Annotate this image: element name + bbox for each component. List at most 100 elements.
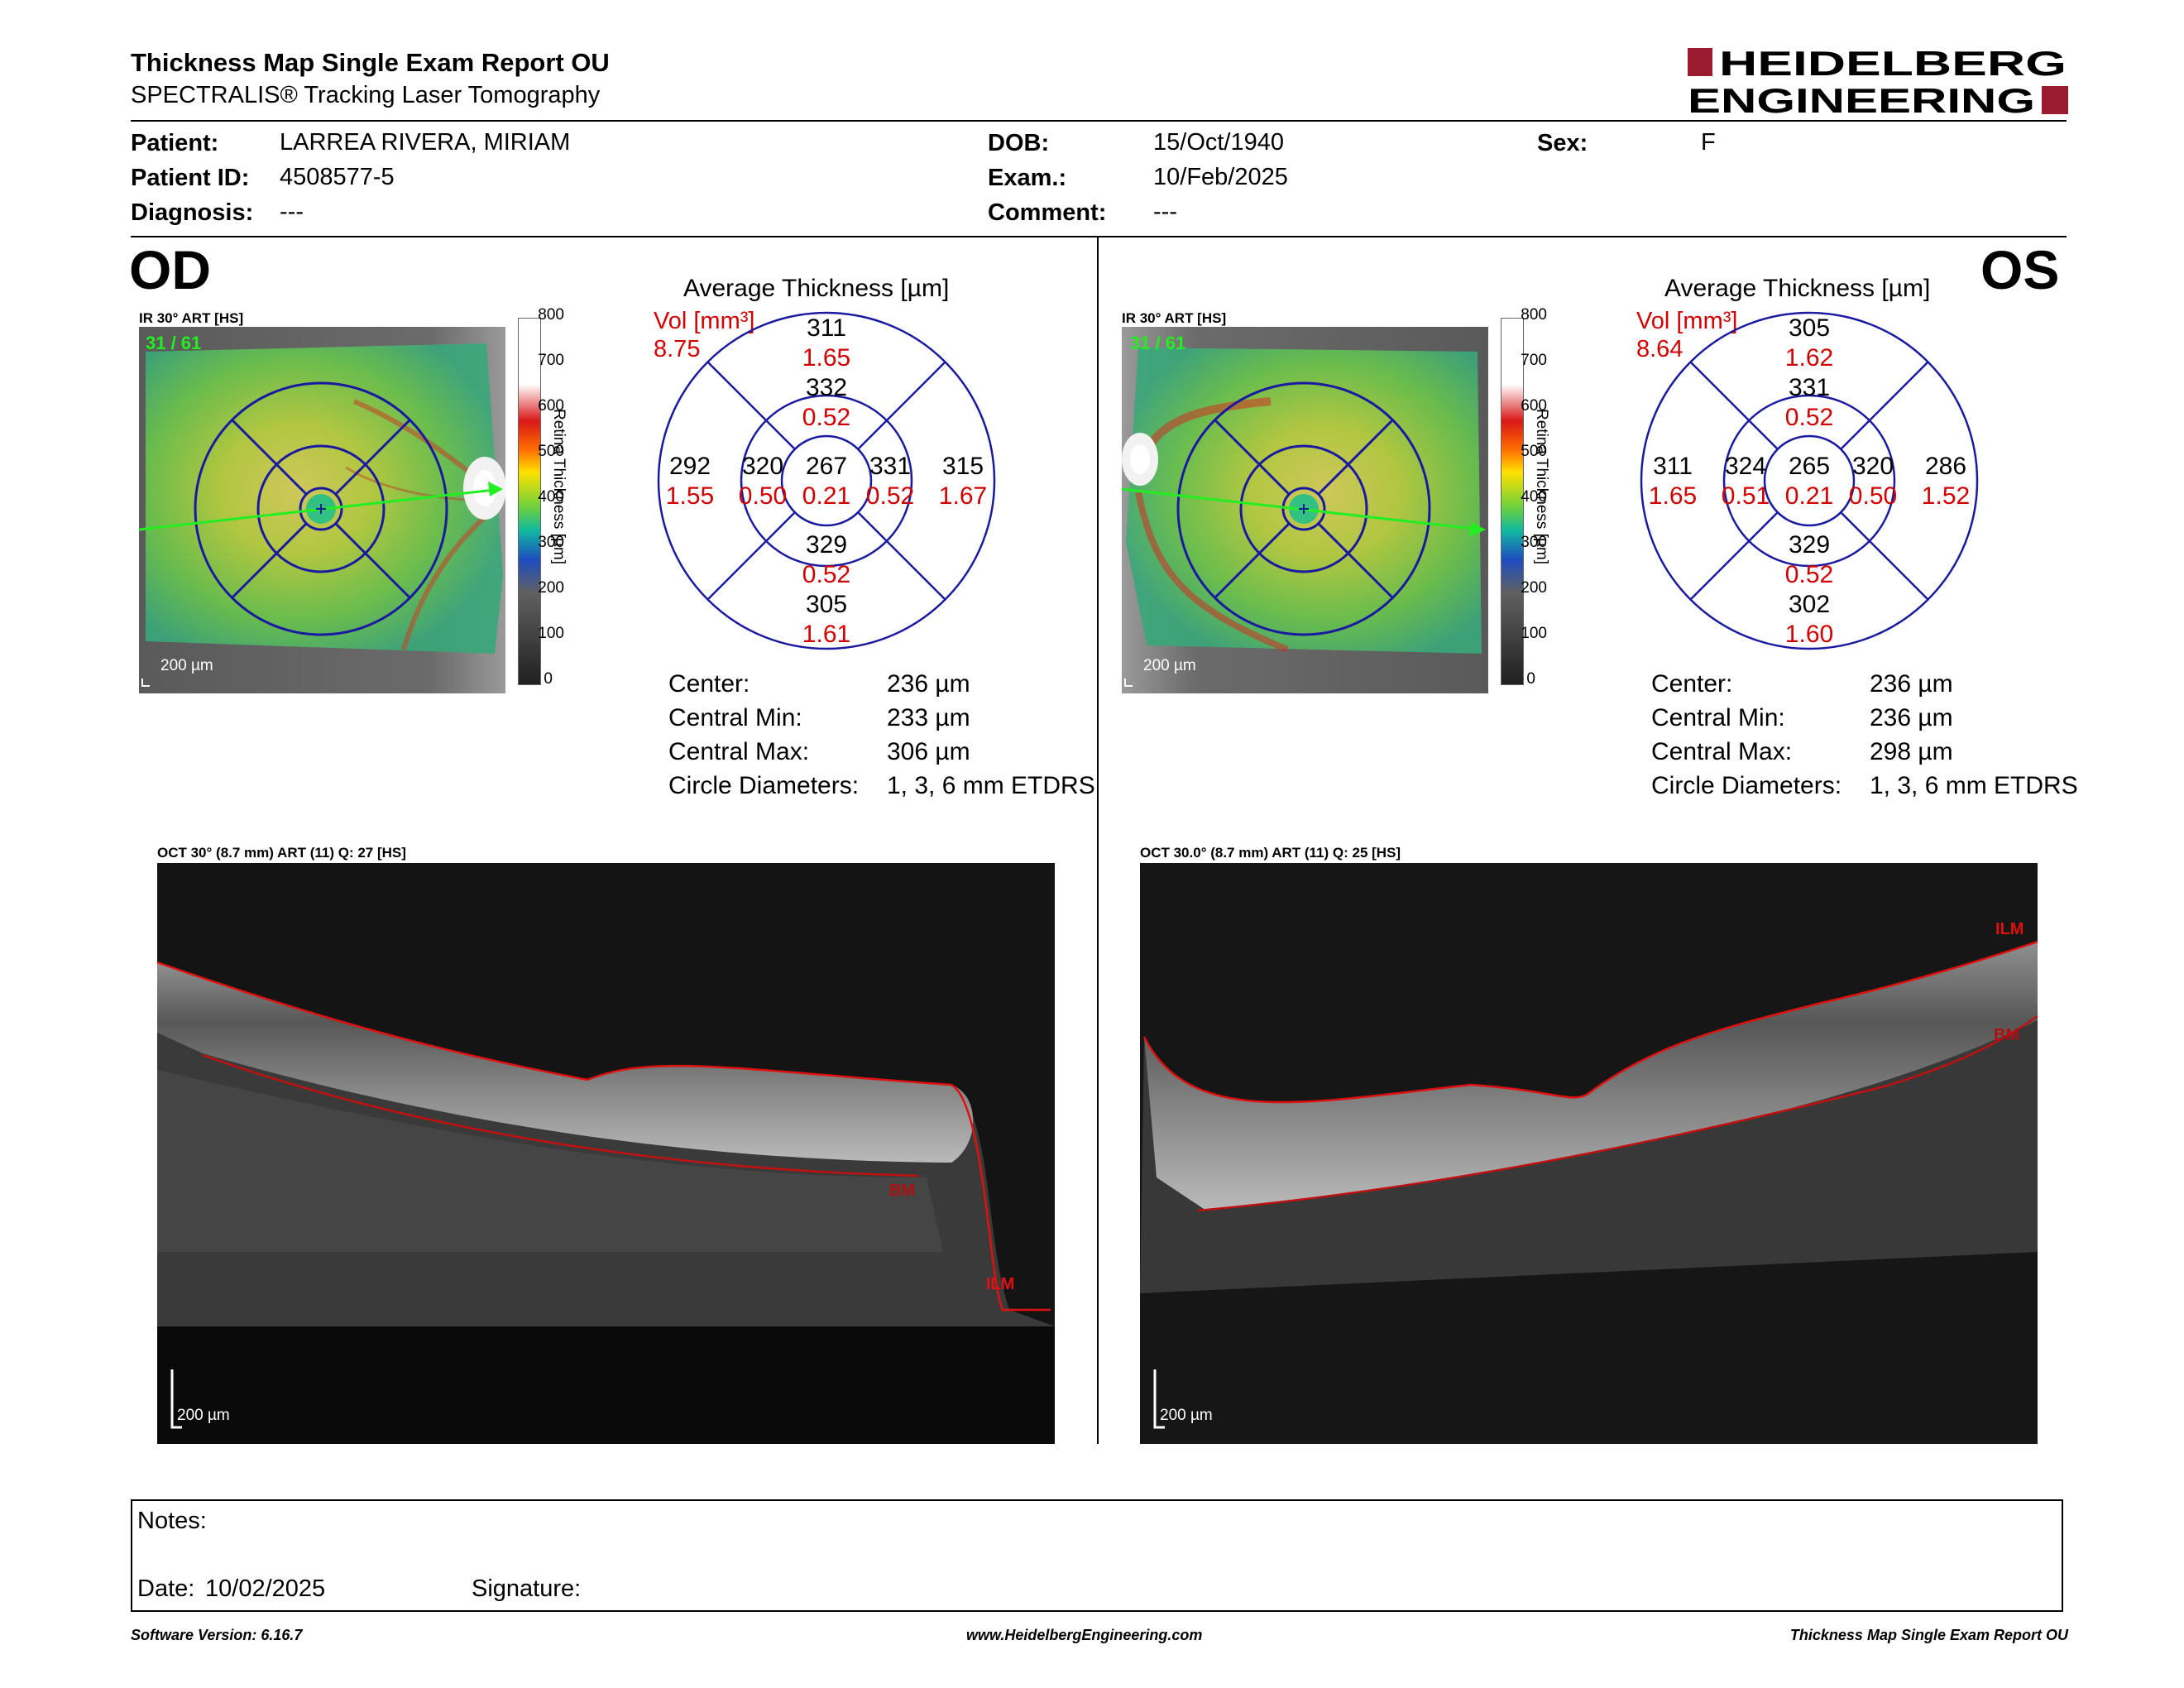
od-center-volume: 0.21: [802, 482, 850, 510]
notes-box[interactable]: Notes: Date: 10/02/2025 Signature:: [131, 1499, 2063, 1612]
od-inner-sup-volume: 0.52: [802, 404, 850, 431]
od-max-label: Central Max:: [668, 738, 810, 765]
od-vol-label: Vol [mm³]: [654, 308, 755, 334]
os-etdrs-grid: 305 1.62 331 0.52 265 0.21 324 0.51 320 …: [1640, 311, 1979, 650]
os-vol-total: 8.64: [1636, 336, 1684, 362]
od-outer-sup-thickness: 311: [807, 314, 846, 342]
os-frame-counter: 31 / 61: [1130, 333, 1186, 353]
od-oct-label: OCT 30° (8.7 mm) ART (11) Q: 27 [HS]: [157, 845, 406, 861]
od-vol-total: 8.75: [654, 336, 701, 362]
od-oct-bscan: [156, 863, 1055, 1444]
os-tick-100: 100: [1521, 625, 1547, 642]
os-tick-700: 700: [1521, 352, 1547, 369]
patient-id-label: Patient ID:: [131, 165, 250, 191]
os-tick-600: 600: [1521, 397, 1547, 415]
os-bm-label: BM: [1994, 1026, 2020, 1044]
os-tick-400: 400: [1521, 488, 1547, 506]
os-center-label: Center:: [1651, 670, 1733, 698]
od-center-value: 236 µm: [887, 670, 970, 698]
dob-value: 15/Oct/1940: [1153, 129, 1284, 156]
os-tick-500: 500: [1521, 443, 1547, 460]
comment-value: ---: [1153, 199, 1177, 225]
os-color-bar-ticks: 800 700 600 500 400 300 200 100 0: [1514, 306, 1547, 695]
os-oct-label: OCT 30.0° (8.7 mm) ART (11) Q: 25 [HS]: [1140, 845, 1401, 861]
os-inner-temp-volume: 0.50: [1849, 482, 1897, 510]
od-tick-400: 400: [538, 488, 564, 506]
od-outer-nasal-volume: 1.67: [939, 482, 987, 510]
os-eye-label: OS: [1980, 239, 2060, 300]
od-max-value: 306 µm: [887, 738, 970, 765]
svg-text:ENGINEERING: ENGINEERING: [1688, 81, 2035, 116]
report-subtitle: SPECTRALIS® Tracking Laser Tomography: [131, 82, 601, 108]
diagnosis-label: Diagnosis:: [131, 199, 254, 226]
od-fundus-image: [138, 327, 506, 693]
os-center-value: 236 µm: [1870, 670, 1953, 698]
os-tick-300: 300: [1521, 534, 1547, 551]
os-min-value: 236 µm: [1870, 704, 1953, 731]
od-ir-label: IR 30° ART [HS]: [139, 310, 244, 326]
od-inner-inf-thickness: 329: [806, 531, 847, 559]
exam-value: 10/Feb/2025: [1153, 164, 1288, 190]
heidelberg-logo: HEIDELBERG ENGINEERING: [1688, 46, 2068, 116]
eye-divider: [1097, 237, 1099, 1444]
od-outer-nasal-thickness: 315: [942, 453, 984, 480]
patient-name: LARREA RIVERA, MIRIAM: [280, 129, 571, 156]
od-avg-title: Average Thickness [µm]: [683, 275, 950, 302]
os-inner-inf-thickness: 329: [1789, 531, 1830, 559]
od-tick-800: 800: [538, 306, 564, 324]
os-center-volume: 0.21: [1785, 482, 1833, 510]
od-tick-100: 100: [538, 625, 564, 642]
od-inner-sup-thickness: 332: [806, 374, 847, 401]
os-vol-label: Vol [mm³]: [1636, 308, 1738, 334]
od-tick-600: 600: [538, 397, 564, 415]
os-outer-sup-thickness: 305: [1789, 314, 1830, 342]
os-min-label: Central Min:: [1651, 704, 1785, 731]
od-outer-inf-thickness: 305: [806, 591, 847, 618]
os-outer-inf-thickness: 302: [1789, 591, 1830, 618]
exam-label: Exam.:: [988, 165, 1067, 191]
os-inner-nasal-volume: 0.51: [1722, 482, 1770, 510]
os-avg-title: Average Thickness [µm]: [1664, 275, 1931, 302]
os-max-value: 298 µm: [1870, 738, 1953, 765]
os-outer-nasal-thickness: 311: [1653, 453, 1693, 480]
od-diam-value: 1, 3, 6 mm ETDRS: [887, 772, 1095, 799]
od-outer-sup-volume: 1.65: [802, 344, 850, 372]
os-tick-0: 0: [1526, 670, 1535, 688]
os-inner-temp-thickness: 320: [1852, 453, 1894, 480]
os-oct-bscan: [1140, 863, 2038, 1444]
date-label: Date:: [137, 1575, 195, 1602]
od-inner-temp-volume: 0.50: [739, 482, 787, 510]
os-diam-label: Circle Diameters:: [1651, 772, 1842, 799]
os-outer-temp-volume: 1.52: [1922, 482, 1970, 510]
od-tick-200: 200: [538, 579, 564, 597]
od-outer-temp-volume: 1.55: [666, 482, 714, 510]
patient-rule: [131, 236, 2067, 237]
os-outer-sup-volume: 1.62: [1785, 344, 1833, 372]
od-etdrs-grid: 311 1.65 332 0.52 267 0.21 320 0.50 331 …: [657, 311, 996, 650]
notes-label: Notes:: [137, 1508, 207, 1534]
os-outer-temp-thickness: 286: [1925, 453, 1966, 480]
diagnosis-value: ---: [280, 199, 304, 225]
website-link[interactable]: www.HeidelbergEngineering.com: [966, 1627, 1203, 1643]
od-eye-label: OD: [129, 239, 211, 300]
od-min-label: Central Min:: [668, 704, 802, 731]
os-tick-800: 800: [1521, 306, 1547, 324]
od-bm-label: BM: [889, 1182, 916, 1200]
os-inner-nasal-thickness: 324: [1725, 453, 1766, 480]
os-ir-label: IR 30° ART [HS]: [1122, 310, 1227, 326]
os-color-bar-title: Retina Thickness [µm]: [1533, 409, 1550, 564]
header-rule: [131, 120, 2067, 122]
od-tick-300: 300: [538, 534, 564, 551]
sex-label: Sex:: [1537, 130, 1588, 156]
od-outer-temp-thickness: 292: [669, 453, 711, 480]
od-tick-700: 700: [538, 352, 564, 369]
svg-text:HEIDELBERG: HEIDELBERG: [1719, 46, 2067, 83]
report-title: Thickness Map Single Exam Report OU: [131, 48, 610, 77]
od-frame-counter: 31 / 61: [146, 333, 202, 353]
os-diam-value: 1, 3, 6 mm ETDRS: [1870, 772, 2078, 799]
od-center-thickness: 267: [806, 453, 847, 480]
os-outer-nasal-volume: 1.65: [1649, 482, 1697, 510]
os-inner-sup-volume: 0.52: [1785, 404, 1833, 431]
signature-label: Signature:: [472, 1575, 582, 1602]
od-tick-500: 500: [538, 443, 564, 460]
